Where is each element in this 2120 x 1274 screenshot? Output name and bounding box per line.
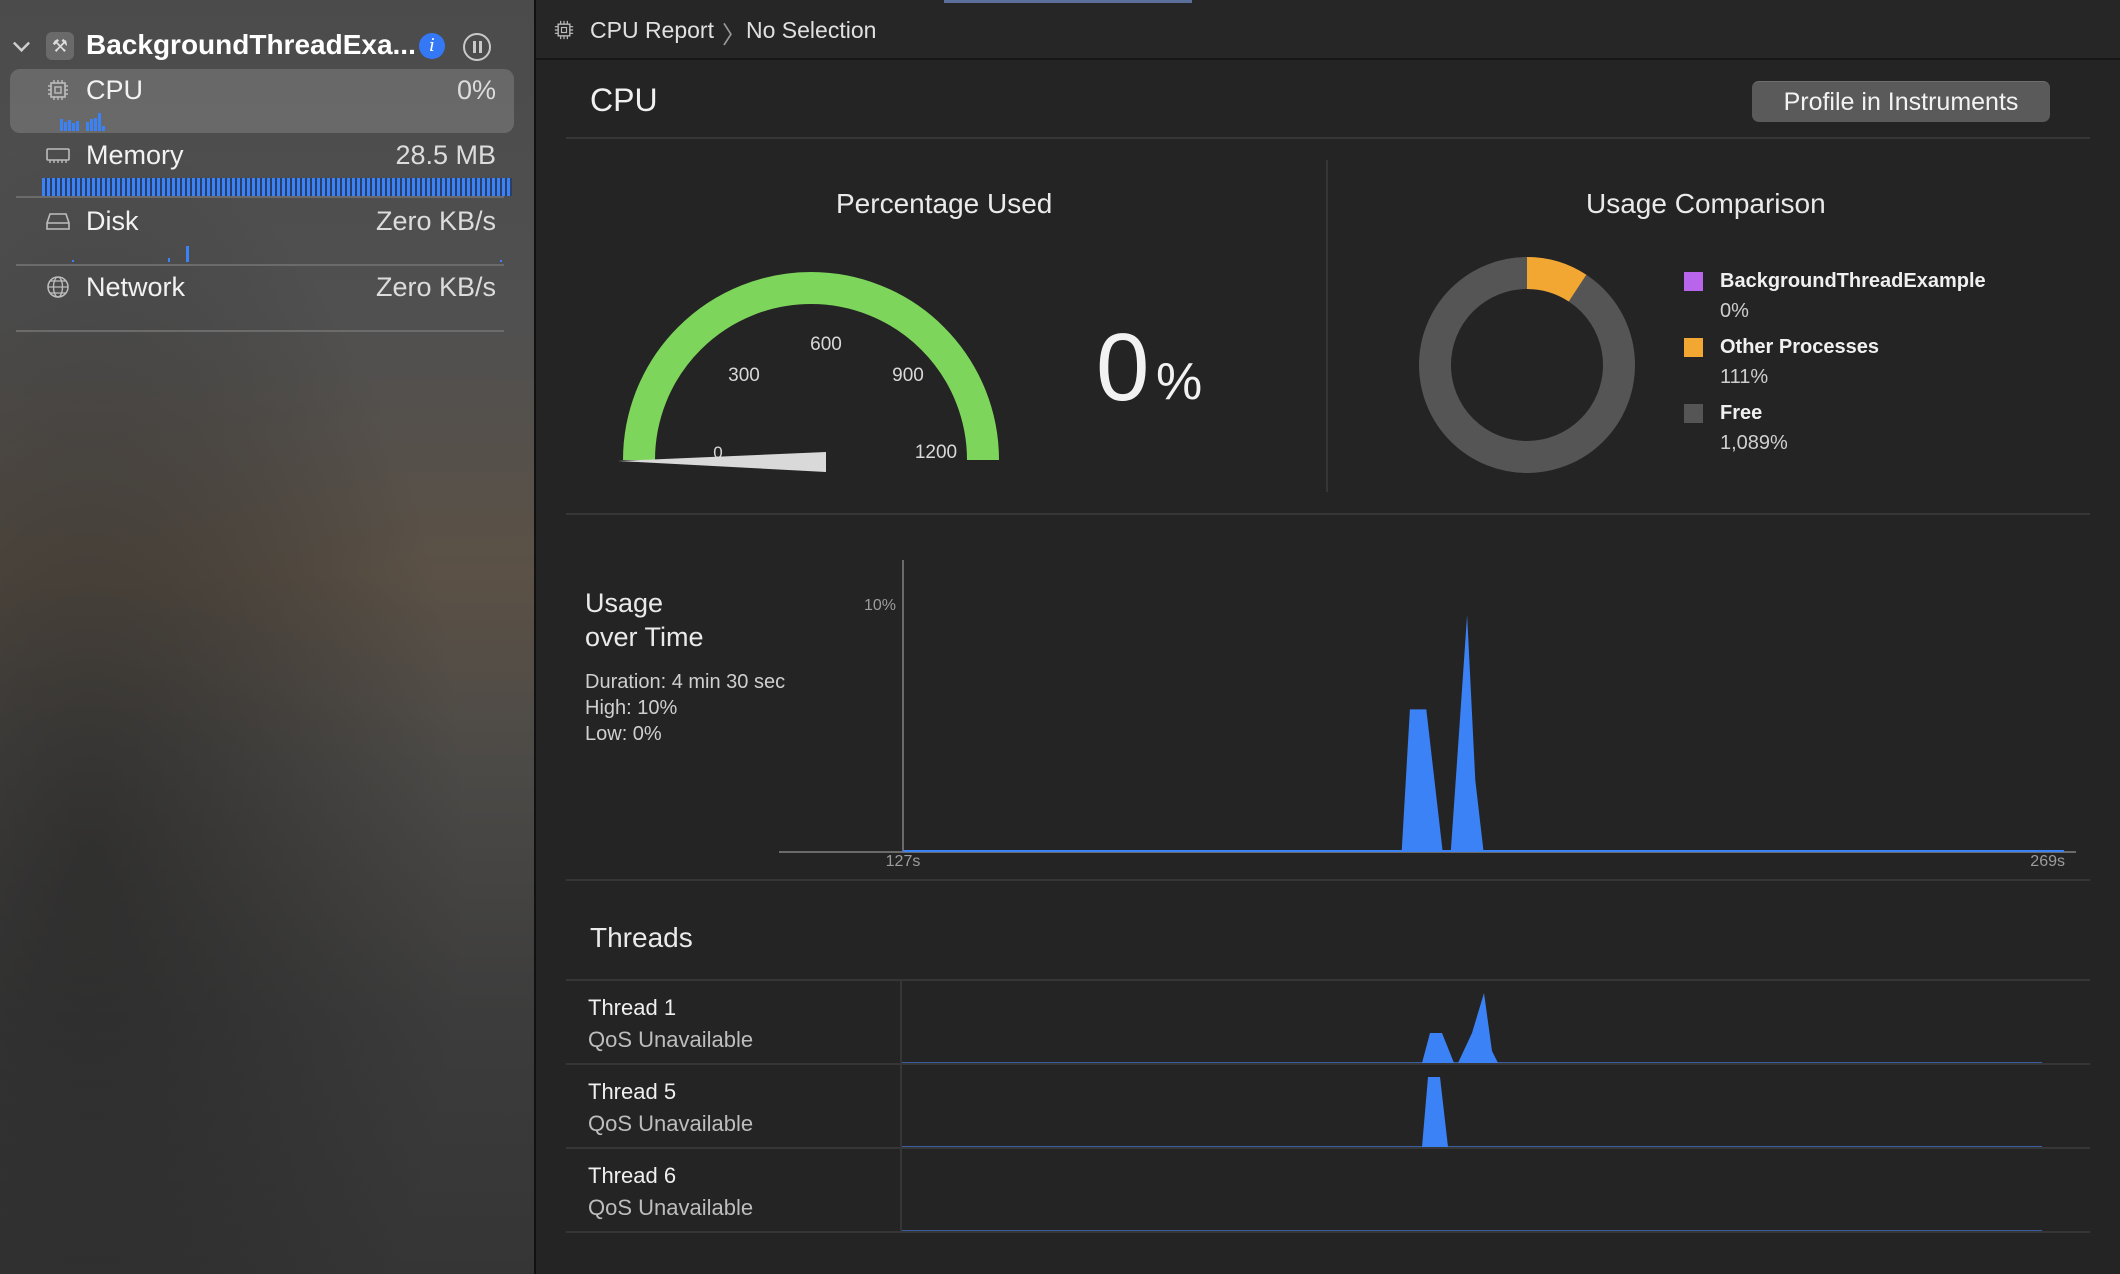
x-end-label: 269s: [2030, 853, 2065, 870]
jump-bar: CPU Report 〉 No Selection: [536, 0, 2120, 60]
memory-icon: [46, 148, 70, 163]
breadcrumb-separator: 〉: [722, 22, 746, 49]
sidebar-item-network[interactable]: Network Zero KB/s: [10, 266, 514, 330]
process-row[interactable]: ⚒ BackgroundThreadExa... i: [0, 22, 534, 70]
cpu-chip-icon: [48, 80, 68, 100]
thread-name: Thread 1: [588, 995, 677, 1020]
gauge-tick-1200: 1200: [915, 442, 957, 463]
thread-6-graph: [902, 1230, 2042, 1231]
usage-over-time-title: Usage over Time: [585, 586, 704, 654]
y-tick-label: 10%: [864, 597, 896, 614]
thread-5-graph: [902, 1077, 2042, 1147]
sidebar-item-disk[interactable]: Disk Zero KB/s: [10, 200, 514, 264]
usage-title-line2: over Time: [585, 622, 704, 652]
page-title: CPU: [590, 82, 658, 118]
cpu-report-pane: CPU Report 〉 No Selection CPU Profile in…: [536, 0, 2120, 1274]
divider: [16, 330, 504, 332]
gauge-tick-600: 600: [810, 334, 842, 355]
gauge-label: Network: [86, 272, 186, 302]
usage-duration: Duration: 4 min 30 sec: [585, 671, 786, 693]
cpu-percentage-value: 0: [1096, 314, 1150, 421]
donut-free-slice: [1419, 257, 1635, 473]
cpu-chip-icon: [554, 20, 574, 40]
legend-swatch-free: [1684, 404, 1703, 423]
gauge-tick-900: 900: [892, 365, 924, 386]
sidebar-item-cpu[interactable]: CPU 0%: [10, 69, 514, 133]
legend-name: Other Processes: [1720, 336, 1879, 358]
thread-qos: QoS Unavailable: [588, 1195, 754, 1220]
debug-navigator-sidebar: ⚒ BackgroundThreadExa... i CPU 0% Memory…: [0, 0, 534, 1274]
usage-title-line1: Usage: [585, 588, 664, 618]
legend-name: BackgroundThreadExample: [1720, 270, 1986, 292]
divider: [566, 879, 2090, 881]
gauge-needle: [618, 452, 826, 472]
gauge-value: 28.5 MB: [395, 140, 496, 170]
cpu-gauge: 300 600 900 1200 0: [618, 272, 999, 472]
divider: [16, 264, 504, 266]
split-divider[interactable]: [534, 0, 536, 1274]
gauge-label: CPU: [86, 75, 144, 105]
thread-activity-spike: [1458, 993, 1498, 1063]
disk-icon: [46, 213, 70, 230]
legend-value: 0%: [1720, 300, 1749, 322]
gauge-value: Zero KB/s: [375, 206, 496, 236]
legend-value: 111%: [1720, 366, 1769, 388]
thread-row-5[interactable]: Thread 5 QoS Unavailable: [566, 1063, 2090, 1149]
cpu-sparkline: [60, 113, 105, 131]
divider: [16, 196, 504, 198]
disk-sparkline: [72, 246, 502, 262]
gauge-label: Disk: [86, 206, 139, 236]
gauge-tick-300: 300: [728, 365, 760, 386]
memory-sparkline: [42, 178, 512, 196]
gauge-label: Memory: [86, 140, 184, 170]
divider: [566, 513, 2090, 515]
gauge-value: Zero KB/s: [375, 272, 496, 302]
x-start-label: 127s: [886, 853, 921, 870]
divider: [1326, 160, 1328, 492]
usage-comparison-title: Usage Comparison: [1586, 188, 1826, 219]
thread-activity-spike: [1422, 1033, 1454, 1063]
usage-over-time-chart: 10% 127s 269s: [779, 560, 2076, 870]
breadcrumb-cpu-report[interactable]: CPU Report: [590, 17, 714, 43]
pause-icon[interactable]: [463, 33, 491, 61]
usage-donut-chart: [1419, 257, 1635, 473]
legend-swatch-other: [1684, 338, 1703, 357]
threads-title: Threads: [590, 922, 693, 953]
legend-swatch-app: [1684, 272, 1703, 291]
thread-row-6[interactable]: Thread 6 QoS Unavailable: [566, 1147, 2090, 1233]
cpu-usage-area: [903, 615, 2064, 851]
thread-1-graph: [902, 993, 2042, 1063]
globe-icon: [47, 276, 69, 298]
breadcrumb-no-selection[interactable]: No Selection: [746, 17, 877, 43]
thread-row-1[interactable]: Thread 1 QoS Unavailable: [566, 979, 2090, 1065]
sidebar-background: [0, 0, 534, 1274]
legend-value: 1,089%: [1720, 432, 1788, 454]
gauge-tick-0: 0: [713, 443, 722, 462]
tab-indicator: [944, 0, 1192, 3]
divider: [566, 137, 2090, 139]
thread-name: Thread 6: [588, 1163, 677, 1188]
gauge-arc: [623, 272, 999, 461]
gauge-value: 0%: [456, 75, 496, 105]
usage-low: Low: 0%: [585, 723, 662, 745]
divider: [900, 1065, 902, 1149]
cpu-percentage-unit: %: [1156, 353, 1203, 411]
chevron-down-icon[interactable]: [13, 35, 30, 52]
divider: [900, 1149, 902, 1233]
thread-qos: QoS Unavailable: [588, 1111, 754, 1136]
thread-qos: QoS Unavailable: [588, 1027, 754, 1052]
donut-other-processes-slice: [1526, 257, 1587, 302]
thread-name: Thread 5: [588, 1079, 677, 1104]
process-title: BackgroundThreadExa...: [86, 29, 416, 60]
percentage-used-title: Percentage Used: [836, 188, 1053, 219]
profile-in-instruments-button[interactable]: Profile in Instruments: [1752, 81, 2050, 122]
usage-high: High: 10%: [585, 697, 678, 719]
app-icon: ⚒: [46, 32, 74, 60]
thread-activity-spike: [1422, 1077, 1448, 1147]
divider: [900, 981, 902, 1065]
legend-name: Free: [1720, 402, 1763, 424]
sidebar-item-memory[interactable]: Memory 28.5 MB: [10, 134, 514, 198]
info-icon[interactable]: i: [419, 33, 445, 59]
